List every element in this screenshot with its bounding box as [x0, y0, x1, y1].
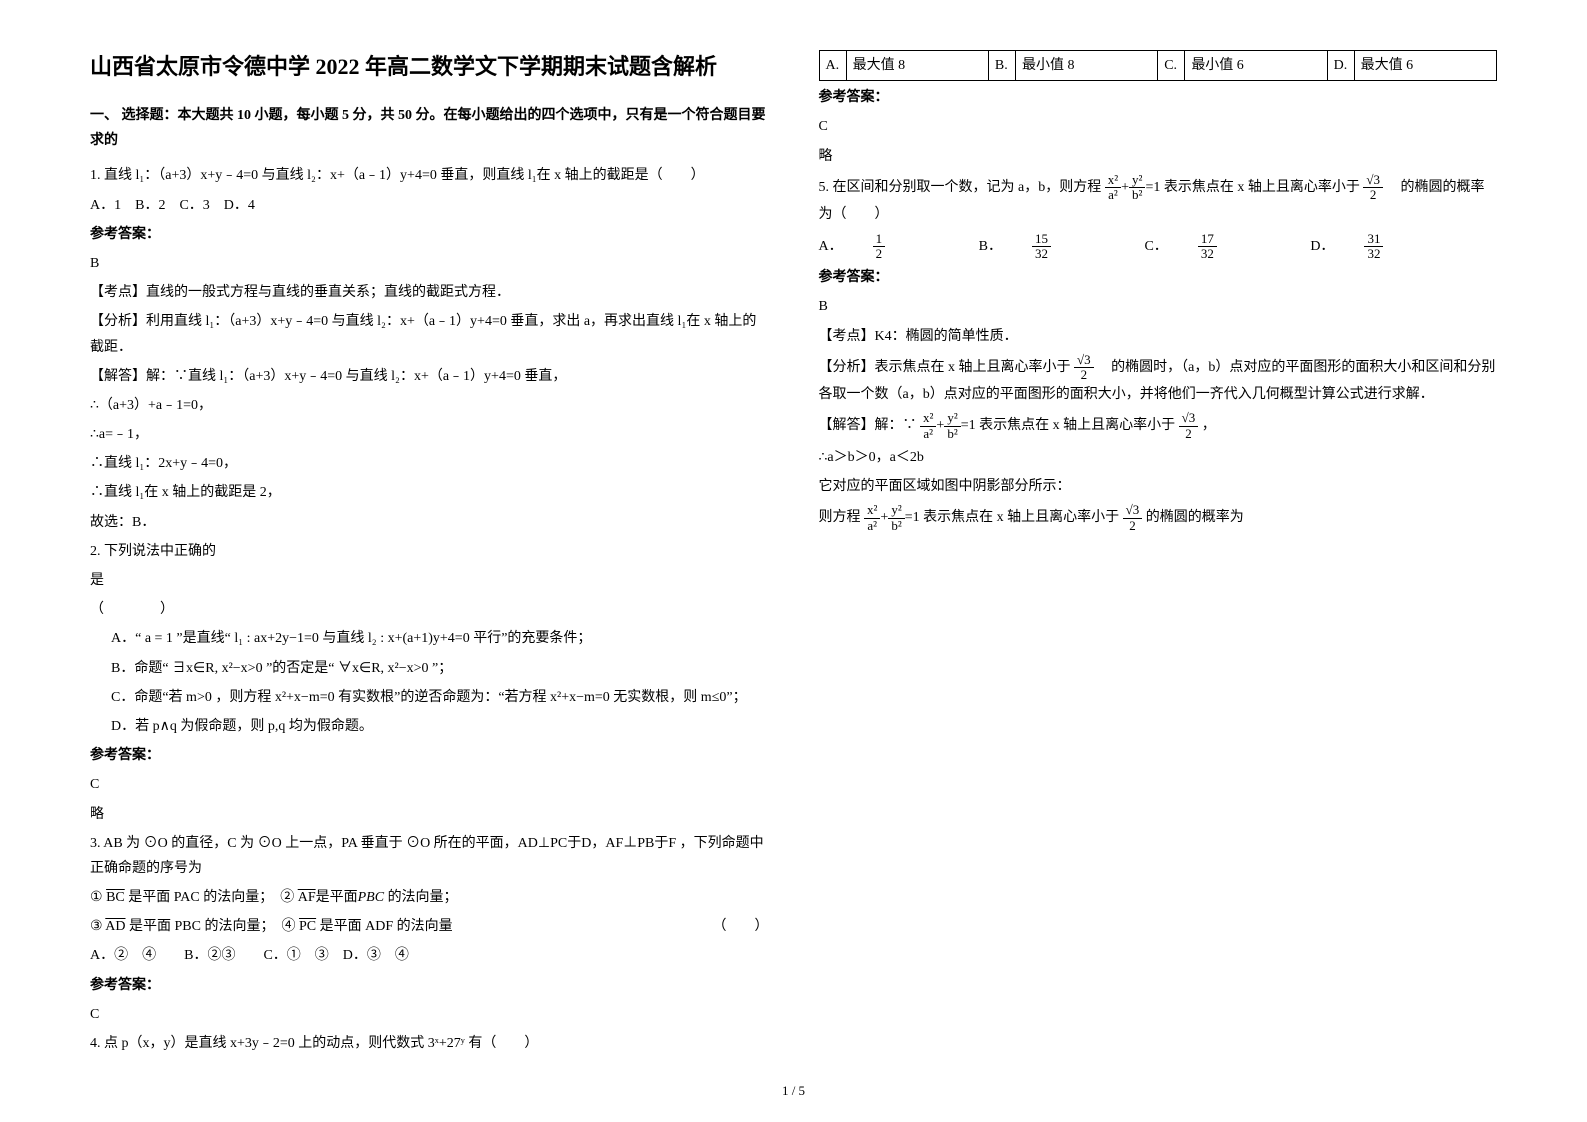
text: 是平面 ADF 的法向量	[316, 919, 453, 934]
answer-label: 参考答案：	[819, 85, 1498, 110]
cell: D.	[1327, 51, 1354, 81]
cell: C.	[1158, 51, 1185, 81]
q2-lue: 略	[90, 802, 769, 827]
q3-answer: C	[90, 1002, 769, 1027]
vector-af: AF	[298, 890, 316, 905]
vector-pc: PC	[299, 919, 316, 934]
equation-ellipse: x²a²	[920, 411, 936, 441]
q1-jieda2: ∴（a+3）+a﹣1=0，	[90, 393, 769, 418]
q5-stem: 5. 在区间和分别取一个数，记为 a，b，则方程 x²a²+y²b²=1 表示焦…	[819, 173, 1498, 228]
q1-jieda6: 故选：B．	[90, 510, 769, 535]
answer-label: 参考答案：	[819, 265, 1498, 290]
page-title: 山西省太原市令德中学 2022 年高二数学文下学期期末试题含解析	[90, 50, 769, 83]
equation-ellipse-r: y²b²	[888, 503, 904, 533]
q5-jieda4: 则方程 x²a²+y²b²=1 表示焦点在 x 轴上且离心率小于 √32 的椭圆…	[819, 503, 1498, 533]
cell: A.	[819, 51, 846, 81]
equation-ellipse-r: y²b²	[1129, 173, 1145, 203]
text: 是平面	[316, 890, 358, 905]
q2-stem-b: 是	[90, 568, 769, 593]
text: 是平面 PBC 的法向量； ④	[126, 919, 299, 934]
q5-jieda1: 【解答】解：∵ x²a²+y²b²=1 表示焦点在 x 轴上且离心率小于 √32…	[819, 411, 1498, 441]
cell: 最小值 6	[1185, 51, 1327, 81]
section-heading: 一、 选择题：本大题共 10 小题，每小题 5 分，共 50 分。在每小题给出的…	[90, 103, 769, 153]
q3-line1: ① BC 是平面 PAC 的法向量； ② AF是平面PBC 的法向量；	[90, 885, 769, 910]
q3-line2: ③ AD 是平面 PBC 的法向量； ④ PC 是平面 ADF 的法向量 （ ）	[90, 914, 769, 939]
q2-answer: C	[90, 772, 769, 797]
text: ③	[90, 919, 105, 934]
q4-options-table: A. 最大值 8 B. 最小值 8 C. 最小值 6 D. 最大值 6	[819, 50, 1498, 81]
cell: 最大值 6	[1354, 51, 1496, 81]
q2-optD: D．若 p∧q 为假命题，则 p,q 均为假命题。	[90, 714, 769, 739]
fraction-sqrt3-2: √32	[1123, 503, 1143, 533]
vector-ad: AD	[105, 919, 125, 934]
text: 是平面 PAC 的法向量； ②	[125, 890, 298, 905]
q4-lue: 略	[819, 144, 1498, 169]
q1-fenxi: 【分析】利用直线 l₁：（a+3）x+y﹣4=0 与直线 l₂：x+（a﹣1）y…	[90, 309, 769, 359]
q2-optA: A．“ a = 1 ”是直线“ l₁ : ax+2y−1=0 与直线 l₂ : …	[90, 626, 769, 651]
q1-options: A．1 B．2 C．3 D．4	[90, 193, 769, 218]
q1-kaodian: 【考点】直线的一般式方程与直线的垂直关系；直线的截距式方程．	[90, 280, 769, 305]
text: 表示焦点在 x 轴上且离心率小于	[979, 418, 1179, 433]
answer-label: 参考答案：	[90, 222, 769, 247]
fraction-sqrt3-2: √32	[1179, 411, 1199, 441]
fraction-sqrt3-2: √32	[1363, 173, 1383, 203]
q5-kaodian: 【考点】K4：椭圆的简单性质．	[819, 324, 1498, 349]
q2-stem-c: （ ）	[90, 597, 769, 622]
answer-label: 参考答案：	[90, 973, 769, 998]
q3-stem: 3. AB 为 ⊙O 的直径，C 为 ⊙O 上一点，PA 垂直于 ⊙O 所在的平…	[90, 831, 769, 881]
cell: B.	[988, 51, 1015, 81]
fraction-sqrt3-2: √32	[1074, 353, 1094, 383]
equation-ellipse-r: y²b²	[944, 411, 960, 441]
q1-jieda3: ∴a=﹣1，	[90, 422, 769, 447]
text: 表示焦点在 x 轴上且离心率小于	[923, 510, 1123, 525]
text: 则方程	[819, 510, 865, 525]
cell: 最大值 8	[846, 51, 988, 81]
text: 【解答】解：∵	[819, 418, 921, 433]
text: 的法向量；	[384, 890, 458, 905]
q3-options: A．② ④ B．②③ C．① ③ D．③ ④	[90, 943, 769, 968]
q4-stem: 4. 点 p（x，y）是直线 x+3y﹣2=0 上的动点，则代数式 3ˣ+27ʸ…	[90, 1031, 769, 1056]
cell: 最小值 8	[1015, 51, 1157, 81]
q1-answer: B	[90, 251, 769, 276]
equation-ellipse: x²a²	[864, 503, 880, 533]
text: 表示焦点在 x 轴上且离心率小于	[1164, 180, 1364, 195]
text: 5. 在区间和分别取一个数，记为 a，b，则方程	[819, 180, 1105, 195]
q2-stem-a: 2. 下列说法中正确的	[90, 539, 769, 564]
text: ①	[90, 890, 106, 905]
q5-fenxi: 【分析】表示焦点在 x 轴上且离心率小于 √32 的椭圆时，（a，b）点对应的平…	[819, 353, 1498, 408]
q5-answer: B	[819, 294, 1498, 319]
text: 【分析】表示焦点在 x 轴上且离心率小于	[819, 360, 1075, 375]
q5-jieda3: 它对应的平面区域如图中阴影部分所示：	[819, 474, 1498, 499]
paren: （ ）	[713, 914, 769, 939]
vector-bc: BC	[106, 890, 125, 905]
q4-answer: C	[819, 114, 1498, 139]
answer-label: 参考答案：	[90, 743, 769, 768]
q2-optB: B．命题“ ∃x∈R, x²−x>0 ”的否定是“ ∀x∈R, x²−x>0 ”…	[90, 656, 769, 681]
q2-optC: C．命题“若 m>0 ，则方程 x²+x−m=0 有实数根”的逆否命题为：“若方…	[90, 685, 769, 710]
q5-jieda2: ∴a＞b＞0，a＜2b	[819, 445, 1498, 470]
q1-jieda1: 【解答】解：∵直线 l₁：（a+3）x+y﹣4=0 与直线 l₂：x+（a﹣1）…	[90, 364, 769, 389]
q5-options: A．12 B．1532 C．1732 D．3132	[819, 232, 1498, 262]
q1-jieda5: ∴直线 l₁在 x 轴上的截距是 2，	[90, 480, 769, 505]
q1-jieda4: ∴直线 l₁：2x+y﹣4=0，	[90, 451, 769, 476]
text-pbc: PBC	[358, 890, 384, 905]
q1-stem: 1. 直线 l₁：（a+3）x+y﹣4=0 与直线 l₂：x+（a﹣1）y+4=…	[90, 163, 769, 188]
page-number: 1 / 5	[0, 1079, 1587, 1102]
text: 的椭圆的概率为	[1146, 510, 1244, 525]
equation-ellipse: x²a²	[1105, 173, 1121, 203]
text: ，	[1202, 418, 1216, 433]
